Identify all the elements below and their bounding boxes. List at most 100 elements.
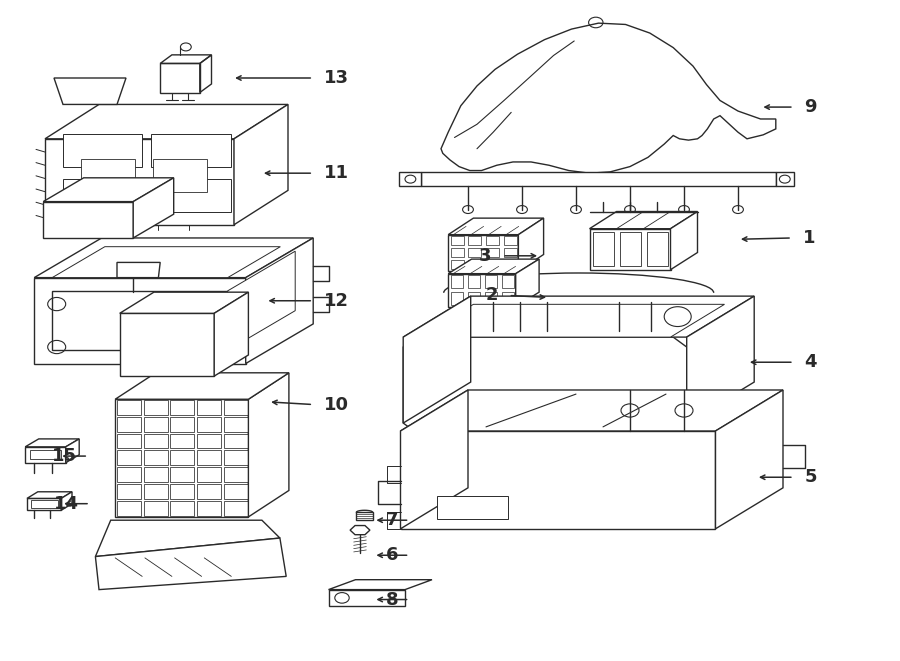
Polygon shape <box>197 416 220 432</box>
Polygon shape <box>197 434 220 448</box>
Polygon shape <box>63 134 142 167</box>
Polygon shape <box>27 492 72 498</box>
Polygon shape <box>328 580 432 590</box>
Polygon shape <box>120 292 248 313</box>
Polygon shape <box>170 467 194 482</box>
Polygon shape <box>468 260 482 269</box>
Text: 3: 3 <box>479 247 491 265</box>
Polygon shape <box>223 501 248 516</box>
Polygon shape <box>776 172 794 186</box>
Polygon shape <box>120 313 214 376</box>
Polygon shape <box>117 262 160 278</box>
Polygon shape <box>400 431 716 529</box>
Polygon shape <box>403 296 754 337</box>
Polygon shape <box>223 467 248 482</box>
Polygon shape <box>45 139 234 225</box>
Polygon shape <box>441 23 776 173</box>
Polygon shape <box>504 248 517 257</box>
Polygon shape <box>117 484 141 499</box>
Polygon shape <box>117 400 141 414</box>
Polygon shape <box>350 525 370 535</box>
Polygon shape <box>468 248 482 257</box>
Polygon shape <box>144 467 167 482</box>
Polygon shape <box>451 260 464 269</box>
Polygon shape <box>95 538 286 590</box>
Polygon shape <box>504 260 517 269</box>
Polygon shape <box>31 500 58 508</box>
Text: 13: 13 <box>324 69 349 87</box>
Polygon shape <box>593 232 614 266</box>
Polygon shape <box>144 416 167 432</box>
Polygon shape <box>716 390 783 529</box>
Polygon shape <box>590 212 698 229</box>
Polygon shape <box>170 484 194 499</box>
Polygon shape <box>403 296 471 423</box>
Text: 8: 8 <box>386 590 399 609</box>
Polygon shape <box>223 416 248 432</box>
Polygon shape <box>153 159 207 192</box>
Polygon shape <box>151 134 230 167</box>
Polygon shape <box>27 498 61 510</box>
Text: 15: 15 <box>52 447 77 465</box>
Polygon shape <box>54 78 126 104</box>
Polygon shape <box>501 275 514 288</box>
Polygon shape <box>248 373 289 517</box>
Polygon shape <box>133 178 174 238</box>
Polygon shape <box>451 292 464 305</box>
Polygon shape <box>484 275 497 288</box>
Polygon shape <box>687 296 754 423</box>
Polygon shape <box>223 484 248 499</box>
Polygon shape <box>197 484 220 499</box>
Polygon shape <box>421 172 776 186</box>
Text: 11: 11 <box>324 164 349 182</box>
Polygon shape <box>170 416 194 432</box>
Polygon shape <box>144 450 167 465</box>
Polygon shape <box>34 278 246 364</box>
Polygon shape <box>66 439 79 463</box>
Polygon shape <box>504 236 517 245</box>
Polygon shape <box>170 434 194 448</box>
Text: 9: 9 <box>805 98 817 116</box>
Polygon shape <box>486 248 499 257</box>
Polygon shape <box>61 492 72 510</box>
Polygon shape <box>228 251 295 350</box>
Polygon shape <box>468 236 482 245</box>
Text: 5: 5 <box>805 468 817 486</box>
Polygon shape <box>486 260 499 269</box>
Polygon shape <box>436 496 508 519</box>
Polygon shape <box>52 247 280 278</box>
Polygon shape <box>197 450 220 465</box>
Polygon shape <box>30 450 61 459</box>
Polygon shape <box>448 235 518 271</box>
Polygon shape <box>214 292 248 376</box>
Polygon shape <box>516 259 539 307</box>
Polygon shape <box>34 238 313 278</box>
Text: 2: 2 <box>485 286 498 305</box>
Polygon shape <box>451 275 464 288</box>
Polygon shape <box>45 104 288 139</box>
Polygon shape <box>400 390 783 431</box>
Polygon shape <box>399 172 421 186</box>
Polygon shape <box>151 179 230 212</box>
Polygon shape <box>117 416 141 432</box>
Polygon shape <box>95 520 280 557</box>
Polygon shape <box>400 390 468 529</box>
Polygon shape <box>234 104 288 225</box>
Polygon shape <box>451 248 464 257</box>
Polygon shape <box>25 439 79 447</box>
Polygon shape <box>223 434 248 448</box>
Polygon shape <box>448 274 516 307</box>
Polygon shape <box>115 373 289 399</box>
Text: 4: 4 <box>805 353 817 371</box>
Polygon shape <box>43 202 133 238</box>
Polygon shape <box>328 590 405 606</box>
Polygon shape <box>223 450 248 465</box>
Polygon shape <box>356 512 373 520</box>
Polygon shape <box>197 467 220 482</box>
Text: 14: 14 <box>54 494 79 513</box>
Polygon shape <box>25 447 66 463</box>
Polygon shape <box>117 501 141 516</box>
Polygon shape <box>117 467 141 482</box>
Polygon shape <box>197 400 220 414</box>
Polygon shape <box>419 304 724 337</box>
